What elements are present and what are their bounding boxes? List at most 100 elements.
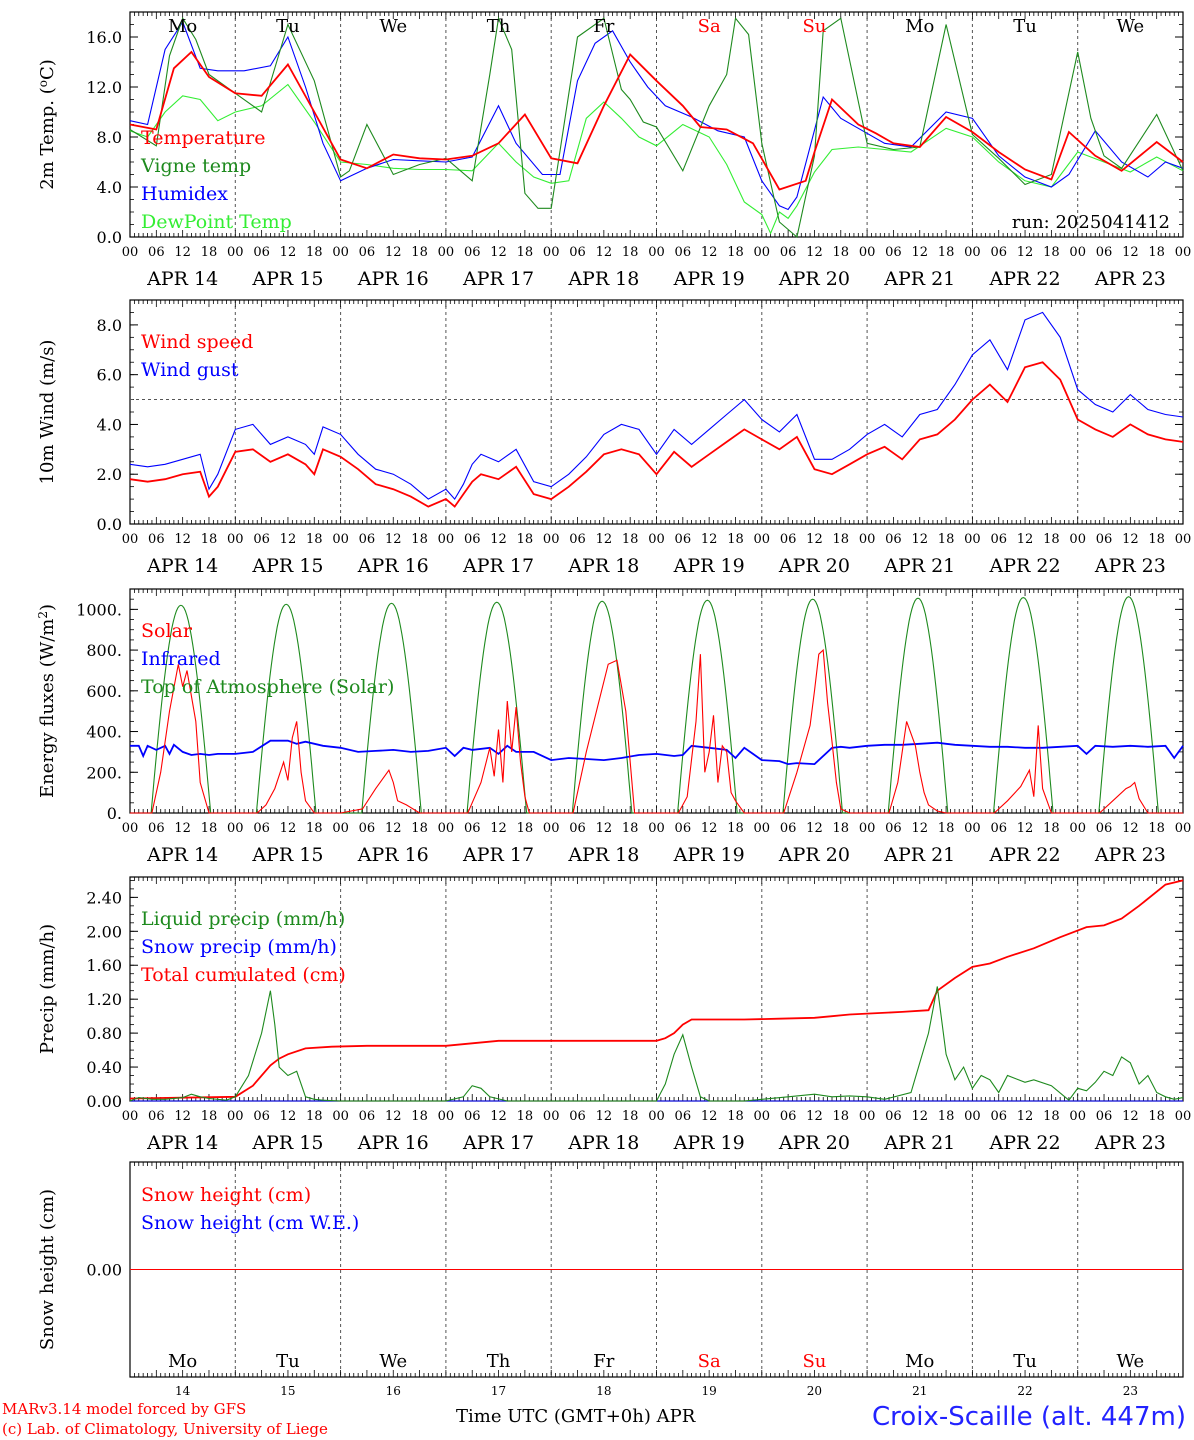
hour-label: 06 [464,245,481,260]
y-tick-label: 600. [86,682,122,701]
weekday-label: Su [802,1351,826,1372]
hour-label: 06 [1096,532,1113,547]
hour-label: 06 [1096,245,1113,260]
hour-label: 12 [701,245,718,260]
hour-label: 00 [1069,1109,1086,1124]
hour-label: 18 [411,1109,428,1124]
date-label: APR 15 [251,268,323,290]
legend-entry: Wind gust [141,359,239,381]
hour-label: 06 [464,1109,481,1124]
hour-label: 00 [122,821,139,836]
hour-label: 06 [990,1109,1007,1124]
hour-label: 00 [543,245,560,260]
hour-label: 12 [174,1109,191,1124]
y-tick-label: 0.00 [86,1092,122,1111]
hour-label: 06 [990,821,1007,836]
hour-label: 00 [122,532,139,547]
day-number: 15 [280,1384,295,1398]
date-label: APR 14 [146,555,218,577]
y-tick-label: 2.0 [97,465,122,484]
hour-label: 06 [253,821,270,836]
date-label: APR 14 [146,1132,218,1154]
hour-label: 00 [1175,245,1192,260]
chart-temperature: 0.0 4.0 8.0 12.0 16.0 2m Temp. (oC) Temperatur… [36,11,1192,290]
hour-label: 12 [1017,1109,1034,1124]
hour-label: 12 [385,821,402,836]
hour-label: 00 [332,1109,349,1124]
y-axis-title: 10m Wind (m/s) [37,340,58,485]
hour-label: 12 [701,821,718,836]
y-axis-title: Energy fluxes (W/m2) [36,604,58,798]
y-tick-label: 200. [86,763,122,782]
hour-label: 12 [701,1109,718,1124]
hour-label: 06 [569,821,586,836]
date-label: APR 14 [146,268,218,290]
hour-label: 18 [833,1109,850,1124]
hour-label: 18 [306,1109,323,1124]
hour-label: 06 [990,532,1007,547]
date-label: APR 18 [567,555,639,577]
hour-label: 06 [675,821,692,836]
credit-lab: (c) Lab. of Climatology, University of L… [2,1420,328,1438]
hour-label: 06 [359,245,376,260]
hour-label: 00 [964,532,981,547]
y-tick-label: 0.0 [97,228,122,247]
date-label: APR 16 [357,268,429,290]
hour-label: 00 [1069,245,1086,260]
date-label: APR 18 [567,1132,639,1154]
hour-label: 06 [569,1109,586,1124]
hour-label: 12 [596,532,613,547]
station-title: Croix-Scaille (alt. 447m) [872,1402,1186,1432]
hour-label: 18 [833,532,850,547]
hour-label: 00 [332,532,349,547]
hour-label: 18 [517,245,534,260]
hour-label: 06 [464,821,481,836]
run-label: run: 2025041412 [1012,212,1170,233]
hour-label: 00 [754,532,771,547]
hour-label: 00 [964,245,981,260]
hour-label: 18 [201,532,218,547]
hour-label: 12 [806,532,823,547]
chart-precip: 0.00 0.40 0.80 1.20 1.60 2.00 2.40 Precip (mm/h… [37,876,1191,1154]
hour-label: 12 [385,532,402,547]
hour-label: 18 [201,245,218,260]
hour-label: 00 [332,821,349,836]
weekday-label: Su [802,16,826,37]
date-label: APR 21 [883,1132,955,1154]
weekday-label: Fr [593,16,614,37]
hour-label: 12 [174,532,191,547]
hour-label: 00 [964,1109,981,1124]
weekday-label: Mo [168,1351,197,1372]
chart-energy: 0. 200. 400. 600. 800. 1000. Energy fluxes (W/… [36,588,1191,866]
date-label: APR 19 [673,1132,745,1154]
hour-label: 18 [411,821,428,836]
hour-label: 00 [859,245,876,260]
hour-label: 18 [1148,1109,1165,1124]
y-tick-label: 16.0 [86,28,122,47]
y-tick-label: 0.00 [86,1261,122,1280]
chart-wind: 0.0 2.0 4.0 6.0 8.0 10m Wind (m/s) Wind speed W… [37,299,1192,577]
weekday-label: Sa [698,1351,721,1372]
hour-label: 12 [385,1109,402,1124]
hour-label: 06 [885,245,902,260]
hour-label: 12 [1122,532,1139,547]
hour-label: 18 [306,245,323,260]
hour-label: 12 [806,245,823,260]
hour-label: 12 [1017,821,1034,836]
hour-label: 18 [727,245,744,260]
legend-entry: DewPoint Temp [141,211,292,233]
hour-label: 12 [911,1109,928,1124]
chart-snow: 0.00 Snow height (cm) Snow height (cm) Snow… [37,1161,1184,1398]
hour-label: 06 [359,821,376,836]
hour-label: 18 [1043,1109,1060,1124]
y-axis-title: 2m Temp. (oC) [36,59,58,190]
hour-label: 00 [1175,532,1192,547]
legend-entry: Total cumulated (cm) [141,964,346,986]
hour-label: 06 [1096,821,1113,836]
hour-label: 00 [438,532,455,547]
hour-label: 06 [569,532,586,547]
day-number: 14 [175,1384,191,1398]
hour-label: 12 [1122,821,1139,836]
date-label: APR 17 [462,268,534,290]
hour-label: 18 [1148,532,1165,547]
